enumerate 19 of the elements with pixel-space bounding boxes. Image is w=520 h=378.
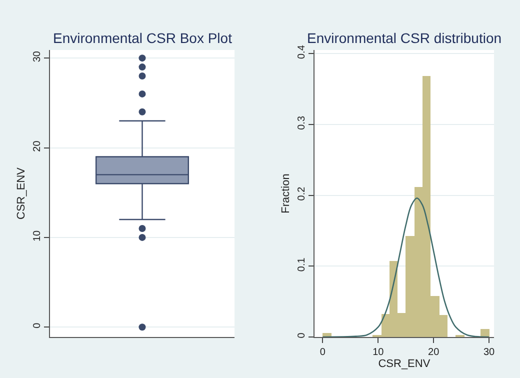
x-tick-label: 10 bbox=[372, 347, 384, 358]
chart-title: Environmental CSR Box Plot bbox=[53, 30, 232, 46]
y-tick-label: 10 bbox=[32, 230, 43, 242]
y-tick-label: 30 bbox=[32, 50, 43, 62]
x-tick-label: 20 bbox=[428, 347, 440, 358]
y-axis-title: CSR_ENV bbox=[16, 166, 28, 220]
y-tick-label: 0.3 bbox=[296, 116, 308, 130]
x-tick-label: 30 bbox=[483, 347, 496, 358]
x-tick-label: 0 bbox=[320, 347, 326, 358]
y-tick-label: 20 bbox=[32, 140, 43, 152]
y-tick-label: 0.4 bbox=[296, 44, 308, 59]
y-tick-label: 0 bbox=[32, 322, 43, 328]
y-tick-label: 0.1 bbox=[296, 257, 308, 272]
line-series bbox=[322, 197, 490, 337]
chart-title: Environmental CSR distribution bbox=[307, 30, 502, 46]
y-axis-title: Fraction bbox=[280, 174, 292, 214]
x-axis-title: CSR_ENV bbox=[378, 358, 431, 370]
y-tick-label: 0 bbox=[296, 332, 308, 338]
y-tick-label: 0.2 bbox=[296, 186, 308, 201]
